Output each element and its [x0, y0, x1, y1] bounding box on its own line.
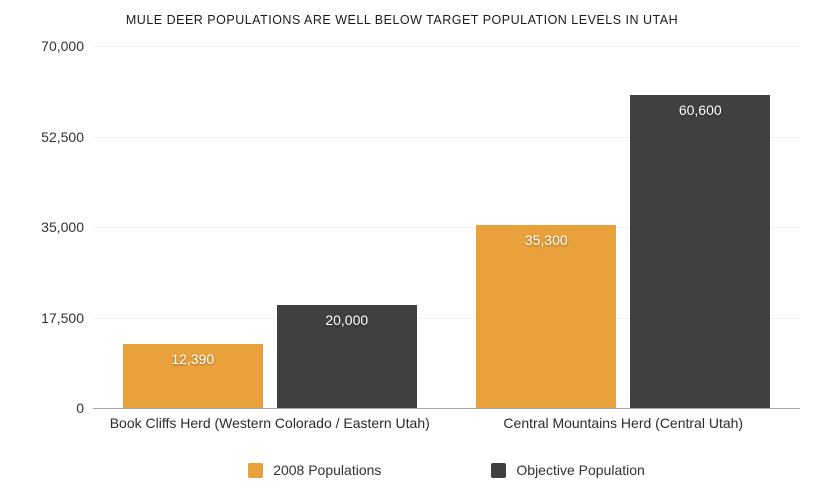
gridline: [93, 317, 800, 319]
legend: 2008 Populations Objective Population: [93, 458, 800, 482]
y-tick-label: 52,500: [41, 128, 84, 145]
y-tick-label: 70,000: [41, 38, 84, 54]
y-tick-label: 35,000: [41, 219, 84, 235]
gridline: [93, 227, 800, 228]
legend-swatch-objective-population: [491, 462, 507, 478]
x-category-label: Book Cliffs Herd (Western Colorado / Eas…: [109, 415, 430, 431]
bar-value-label: 35,300: [524, 232, 568, 249]
x-axis-line: [93, 408, 800, 409]
gridline: [93, 136, 800, 138]
legend-item: 2008 Populations: [248, 462, 381, 478]
legend-swatch-2008-populations: [248, 462, 264, 478]
legend-item: Objective Population: [491, 462, 645, 478]
bar: 20,000: [276, 304, 417, 408]
bar-value-label: 12,390: [171, 350, 215, 367]
legend-label: Objective Population: [516, 462, 645, 478]
legend-label: 2008 Populations: [273, 462, 382, 478]
bar-value-label: 20,000: [325, 311, 369, 328]
gridline: [93, 46, 800, 47]
bar: 60,600: [630, 94, 771, 408]
bar-value-label: 60,600: [678, 101, 722, 118]
bar: 35,300: [476, 225, 617, 408]
x-category-label: Central Mountains Herd (Central Utah): [503, 415, 744, 431]
y-tick-label: 0: [76, 400, 84, 416]
y-tick-label: 17,500: [41, 309, 84, 326]
chart-title: MULE DEER POPULATIONS ARE WELL BELOW TAR…: [125, 13, 679, 27]
bar: 12,390: [122, 343, 263, 408]
